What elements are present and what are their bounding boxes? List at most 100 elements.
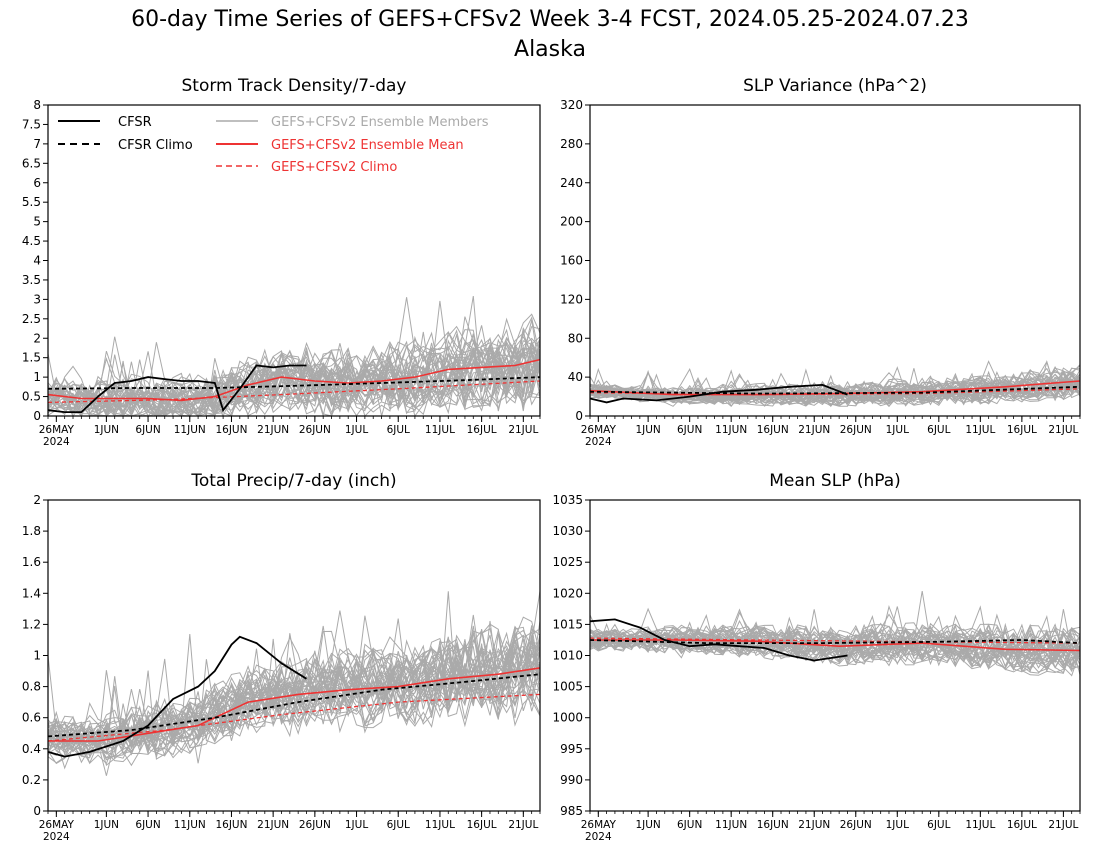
x-tick-label: 21JUN <box>798 424 830 436</box>
x-tick-label: 26MAY <box>39 819 75 831</box>
y-tick-label: 4.5 <box>22 234 41 248</box>
y-tick-label: 2.5 <box>22 312 41 326</box>
x-year-label: 2024 <box>43 436 70 448</box>
y-tick-label: 120 <box>560 292 583 306</box>
y-tick-label: 3.5 <box>22 273 41 287</box>
y-tick-label: 4 <box>33 254 41 268</box>
y-tick-label: 0 <box>33 804 41 818</box>
y-tick-label: 1000 <box>552 711 583 725</box>
x-tick-label: 16JUL <box>467 424 497 436</box>
ensemble-member-line <box>47 300 541 406</box>
ensemble-members <box>47 296 541 418</box>
y-tick-label: 8 <box>33 98 41 112</box>
x-tick-label: 6JUL <box>387 424 410 436</box>
y-tick-label: 985 <box>560 804 583 818</box>
y-tick-label: 7 <box>33 137 41 151</box>
y-tick-label: 1005 <box>552 680 583 694</box>
storm-track-density-panel: Storm Track Density/7-day 0 0.5 1 1.5 2 2.5 3 3… <box>22 76 541 448</box>
cfsr-line <box>47 635 307 758</box>
ensemble-member-line <box>589 367 1081 407</box>
x-tick-label: 11JUN <box>174 819 206 831</box>
ensemble-climo-line <box>47 693 541 742</box>
y-tick-label: 0.4 <box>22 742 41 756</box>
panel-title: Total Precip/7-day (inch) <box>190 471 396 491</box>
y-tick-label: 1.5 <box>22 351 41 365</box>
x-tick-label: 21JUN <box>798 819 830 831</box>
y-tick-label: 1.4 <box>22 586 41 600</box>
x-tick-label: 21JUL <box>1048 424 1078 436</box>
ensemble-member-line <box>47 313 541 406</box>
x-tick-label: 16JUL <box>1007 424 1037 436</box>
x-tick-label: 26JUN <box>840 819 872 831</box>
legend: CFSR CFSR Climo GEFS+CFSv2 Ensemble Memb… <box>58 115 489 175</box>
x-tick-label: 1JUN <box>635 819 660 831</box>
y-tick-label: 995 <box>560 742 583 756</box>
x-tick-label: 11JUN <box>715 424 747 436</box>
ensemble-member-line <box>47 638 541 759</box>
y-tick-label: 2 <box>33 331 41 345</box>
x-tick-label: 21JUL <box>1048 819 1078 831</box>
x-year-label: 2024 <box>585 831 612 843</box>
y-tick-label: 1010 <box>552 649 583 663</box>
y-tick-label: 0.2 <box>22 773 41 787</box>
legend-cfsr-climo-label: CFSR Climo <box>118 138 193 153</box>
y-tick-label: 1 <box>33 649 41 663</box>
ensemble-member-line <box>589 591 1081 657</box>
x-tick-label: 6JUL <box>387 819 410 831</box>
x-tick-label: 11JUL <box>425 819 455 831</box>
y-tick-label: 5 <box>33 215 41 229</box>
x-tick-label: 1JUN <box>635 424 660 436</box>
x-tick-label: 6JUN <box>135 819 160 831</box>
x-tick-label: 26MAY <box>39 424 75 436</box>
y-tick-label: 1 <box>33 370 41 384</box>
ensemble-member-line <box>589 611 1081 658</box>
x-tick-label: 26JUN <box>299 819 331 831</box>
x-tick-label: 21JUL <box>508 424 538 436</box>
y-tick-label: 0.5 <box>22 390 41 404</box>
y-tick-label: 240 <box>560 176 583 190</box>
ensemble-member-line <box>589 606 1081 657</box>
figure-title: 60-day Time Series of GEFS+CFSv2 Week 3-… <box>131 7 969 32</box>
y-tick-label: 1025 <box>552 555 583 569</box>
x-tick-label: 16JUL <box>1007 819 1037 831</box>
ensemble-mean-line <box>590 639 1081 652</box>
y-tick-label: 1.2 <box>22 617 41 631</box>
x-tick-label: 1JUL <box>345 819 368 831</box>
x-tick-label: 21JUN <box>257 424 289 436</box>
x-tick-label: 11JUN <box>715 819 747 831</box>
y-tick-label: 200 <box>560 215 583 229</box>
x-tick-label: 21JUL <box>508 819 538 831</box>
y-tick-label: 6 <box>33 176 41 190</box>
ensemble-member-line <box>47 640 541 750</box>
ensemble-member-line <box>47 341 541 418</box>
figure-subtitle: Alaska <box>514 37 586 62</box>
x-tick-label: 11JUL <box>965 819 995 831</box>
x-tick-label: 16JUN <box>757 819 789 831</box>
x-tick-label: 1JUL <box>886 424 909 436</box>
legend-ensemble-climo-label: GEFS+CFSv2 Climo <box>271 160 397 175</box>
ensemble-member-line <box>589 634 1081 670</box>
x-tick-label: 1JUN <box>94 819 119 831</box>
y-tick-label: 0.6 <box>22 711 41 725</box>
y-tick-label: 0.8 <box>22 680 41 694</box>
y-tick-label: 5.5 <box>22 195 41 209</box>
x-tick-label: 26JUN <box>299 424 331 436</box>
panel-title: Mean SLP (hPa) <box>769 471 901 491</box>
x-tick-label: 11JUL <box>425 424 455 436</box>
ensemble-mean-line <box>589 380 1081 396</box>
y-tick-label: 280 <box>560 137 583 151</box>
y-tick-label: 40 <box>568 370 583 384</box>
mean-slp-panel: Mean SLP (hPa) 985 990 995 1000 1005 1010 1015… <box>552 471 1081 843</box>
ensemble-members <box>589 591 1081 677</box>
x-tick-label: 1JUL <box>345 424 368 436</box>
cfsr-climo-line <box>47 673 541 738</box>
legend-cfsr-label: CFSR <box>118 115 152 130</box>
x-tick-label: 6JUL <box>927 819 950 831</box>
x-tick-label: 21JUN <box>257 819 289 831</box>
x-tick-label: 6JUN <box>677 819 702 831</box>
ensemble-climo-line <box>47 380 541 404</box>
ensemble-member-line <box>589 371 1081 402</box>
x-tick-label: 6JUN <box>135 424 160 436</box>
ensemble-members <box>47 591 541 776</box>
